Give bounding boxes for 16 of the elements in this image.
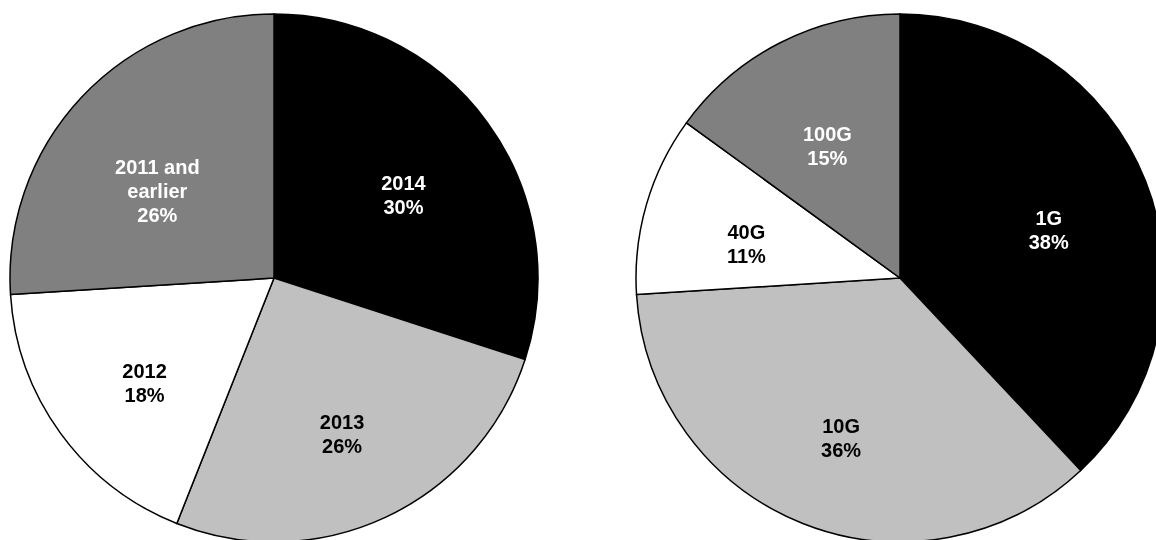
slice-label: 100G (802, 123, 852, 146)
slice-label: 2013 (319, 410, 365, 433)
slice-label: 2012 (122, 360, 167, 383)
data-label: 11% (726, 245, 767, 268)
data-label: 15% (807, 147, 848, 170)
data-label: 18% (124, 384, 165, 407)
data-label: 30% (383, 195, 424, 218)
data-label: 26% (322, 434, 363, 457)
data-label: 38% (1028, 231, 1069, 254)
slice-label: 10G (822, 414, 861, 437)
slice-label: 40G (727, 221, 766, 244)
slice-label: 2014 (381, 171, 427, 194)
slice-label: 1G (1035, 207, 1063, 230)
data-label: 36% (821, 438, 862, 461)
data-label: 26% (137, 204, 178, 227)
slice-label: 2011 and earlier (115, 156, 200, 203)
